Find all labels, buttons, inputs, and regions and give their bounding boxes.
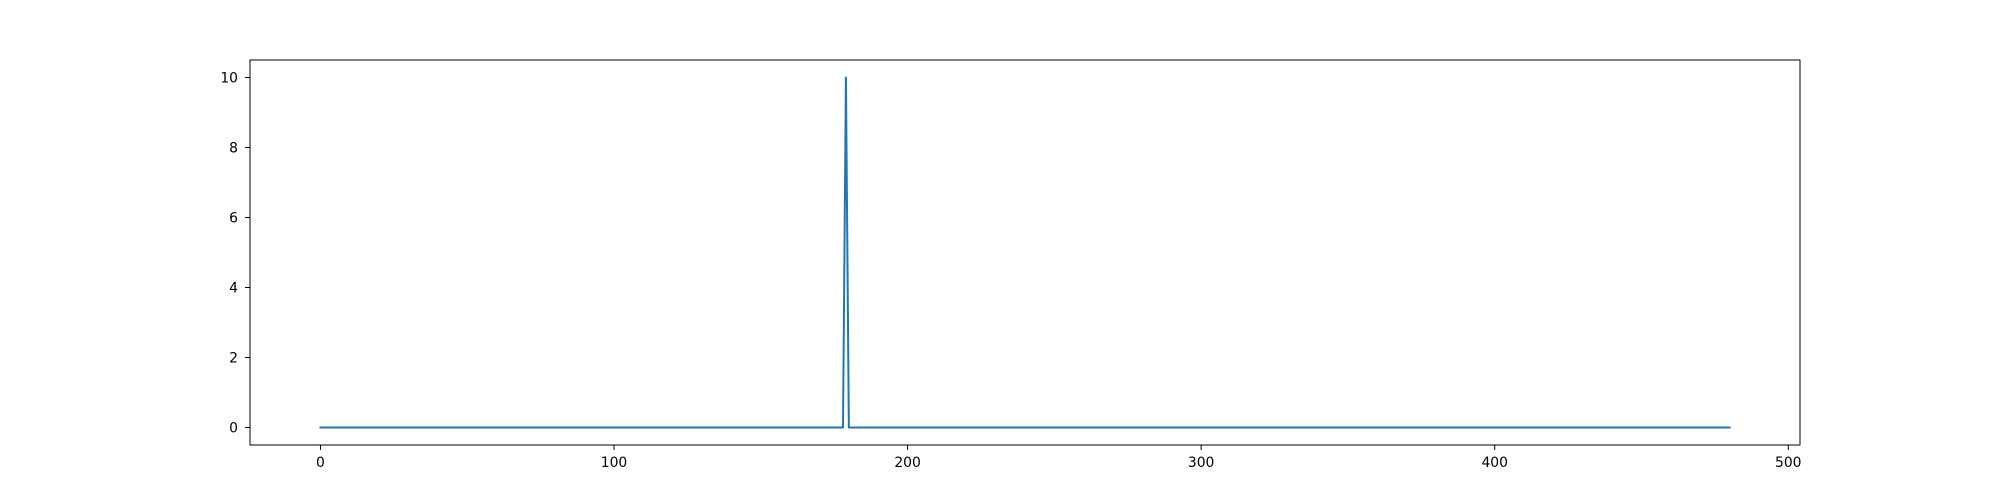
plot-area bbox=[319, 76, 1731, 429]
axes-frame bbox=[249, 59, 1801, 446]
y-tick-label: 6 bbox=[229, 211, 238, 227]
y-axis: 0 2 4 6 8 10 bbox=[220, 71, 250, 437]
y-tick-label: 10 bbox=[220, 71, 238, 87]
x-tick-label: 500 bbox=[1775, 455, 1802, 471]
x-tick-label: 300 bbox=[1188, 455, 1215, 471]
series-line-1 bbox=[319, 76, 1731, 429]
y-tick-label: 2 bbox=[229, 351, 238, 367]
x-tick-label: 200 bbox=[894, 455, 921, 471]
x-tick-label: 100 bbox=[601, 455, 628, 471]
x-tick-label: 0 bbox=[316, 455, 325, 471]
x-axis: 0 100 200 300 400 500 bbox=[316, 445, 1802, 471]
y-tick-label: 8 bbox=[229, 141, 238, 157]
x-tick-label: 400 bbox=[1481, 455, 1508, 471]
y-tick-label: 0 bbox=[229, 421, 238, 437]
y-tick-label: 4 bbox=[229, 281, 238, 297]
